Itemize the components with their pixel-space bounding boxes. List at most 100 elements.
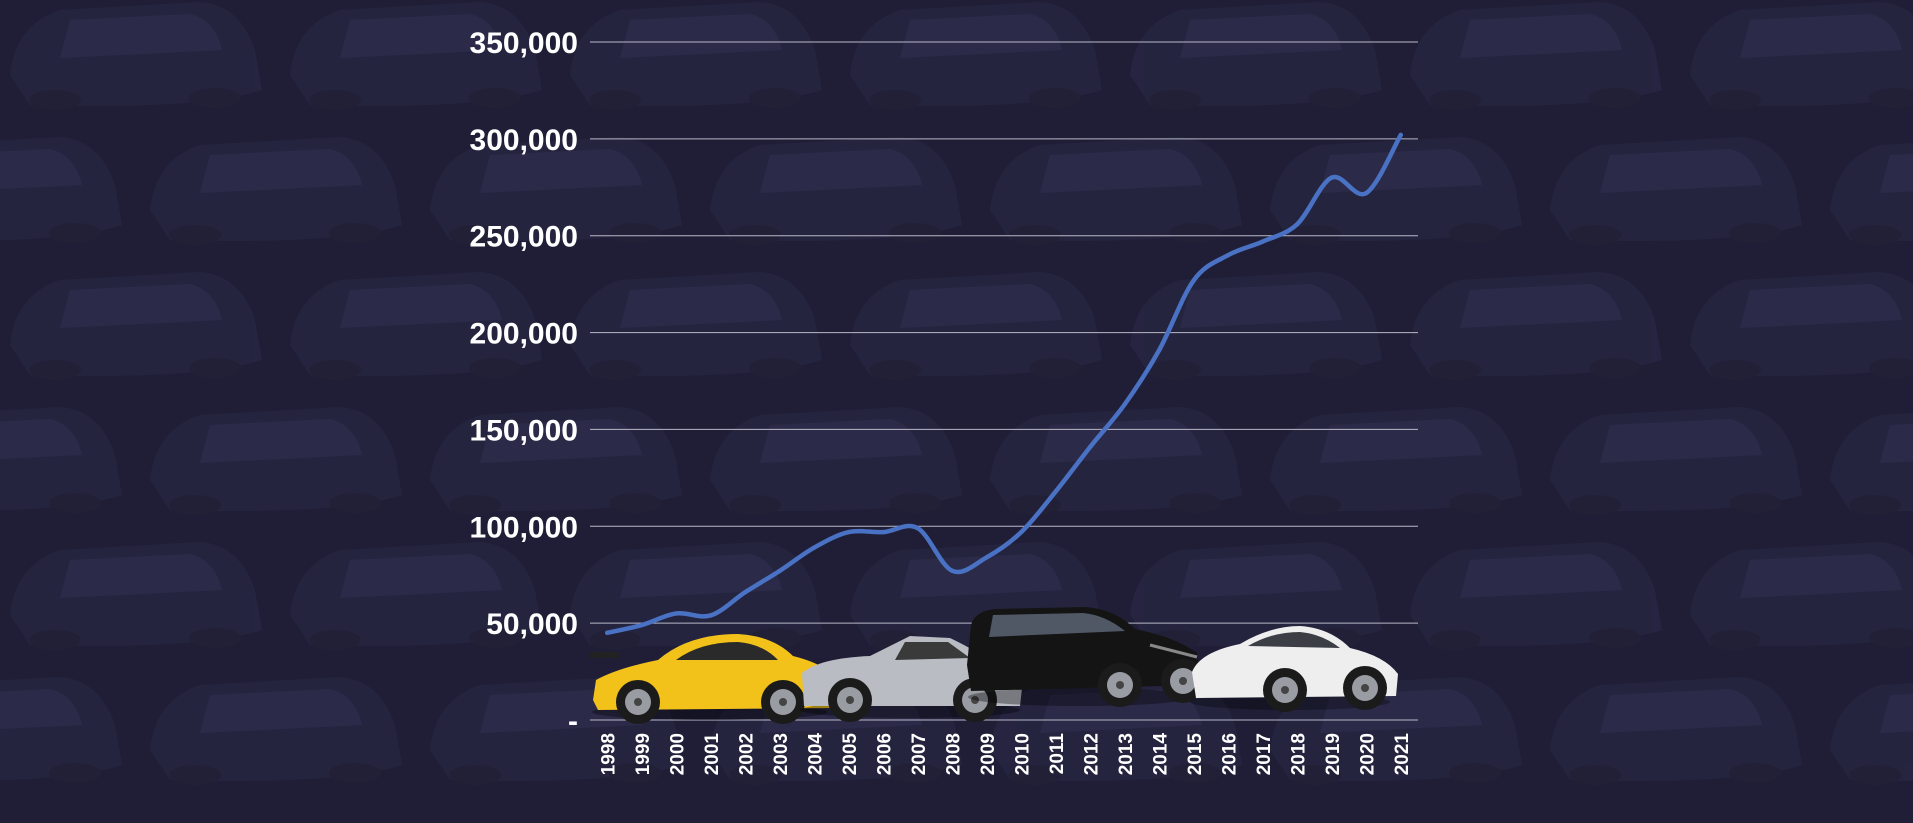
x-tick-label: 2002: [736, 733, 757, 775]
y-tick-label: 200,000: [470, 318, 578, 351]
data-point: [1260, 239, 1265, 244]
background-car-icon: [430, 137, 682, 245]
background-car-icon: [850, 272, 1102, 380]
data-point: [1019, 529, 1024, 535]
background-car-icon: [430, 407, 682, 515]
silver-roadster-car: [800, 636, 1022, 722]
yellow-coupe-car: [590, 634, 838, 724]
data-point: [1053, 489, 1058, 494]
x-tick-label: 2017: [1254, 733, 1275, 775]
x-tick-label: 1998: [598, 733, 619, 775]
background-car-icon: [290, 2, 542, 110]
x-tick-label: 2015: [1185, 733, 1206, 776]
data-point: [1329, 175, 1334, 180]
data-point: [915, 526, 920, 531]
data-point: [743, 589, 748, 595]
x-tick-label: 2014: [1150, 733, 1171, 776]
data-point: [950, 568, 955, 574]
background-car-icon: [1690, 272, 1913, 380]
background-car-icon: [710, 407, 962, 515]
background-car-icon: [150, 137, 402, 245]
series-line: [605, 132, 1403, 636]
data-point: [1226, 252, 1231, 258]
x-tick-label: 2011: [1047, 733, 1068, 775]
x-tick-label: 2004: [805, 733, 826, 776]
background-car-icon: [710, 137, 962, 245]
x-tick-label: 2020: [1357, 733, 1378, 775]
background-car-icon: [1410, 2, 1662, 110]
background-car-icon: [10, 272, 262, 380]
x-tick-label: 2005: [840, 733, 861, 776]
background-car-icon: [570, 542, 822, 650]
x-tick-label: 2009: [978, 733, 999, 775]
background-car-icon: [570, 2, 822, 110]
x-tick-label: 2019: [1323, 733, 1344, 775]
y-tick-label: 150,000: [470, 414, 578, 447]
background-car-icon: [10, 542, 262, 650]
data-point: [984, 555, 989, 560]
gridlines: [590, 41, 1418, 721]
x-tick-label: 2010: [1012, 733, 1033, 775]
y-tick-label: -: [568, 705, 578, 738]
data-point: [1398, 132, 1403, 138]
series-lines: [605, 132, 1403, 636]
white-sedan-car: [1190, 626, 1398, 712]
x-tick-label: 2003: [771, 733, 792, 775]
background-car-icon: [1830, 143, 1913, 245]
background-car-icon: [1550, 407, 1802, 515]
data-point: [812, 545, 817, 550]
background-car-icon: [0, 677, 122, 783]
data-point: [881, 529, 886, 535]
x-tick-label: 2006: [874, 733, 895, 775]
x-tick-label: 2018: [1288, 733, 1309, 775]
background-car-icon: [150, 407, 402, 515]
y-tick-label: 250,000: [470, 221, 578, 254]
data-point: [1364, 190, 1369, 196]
background-car-icon: [290, 272, 542, 380]
data-point: [1157, 347, 1162, 353]
x-tick-label: 2016: [1219, 733, 1240, 775]
background-car-icon: [990, 407, 1242, 515]
data-point: [1088, 444, 1093, 450]
background-car-icon: [290, 542, 542, 650]
x-tick-label: 2012: [1081, 733, 1102, 775]
x-tick-label: 2013: [1116, 733, 1137, 775]
data-point: [708, 613, 713, 618]
background-car-icon: [0, 407, 122, 513]
data-point: [639, 622, 644, 628]
black-suv-car: [967, 607, 1205, 707]
background-car-icon: [850, 2, 1102, 110]
background-car-icon: [10, 2, 262, 110]
y-tick-label: 50,000: [486, 608, 578, 641]
y-tick-label: 350,000: [470, 27, 578, 60]
background-car-icon: [1130, 272, 1382, 380]
background-car-icon: [1270, 137, 1522, 245]
background-car-icon: [1550, 677, 1802, 785]
background-car-icon: [990, 137, 1242, 245]
x-tick-label: 2000: [667, 733, 688, 775]
background-car-icon: [1690, 2, 1913, 110]
background-car-icon: [1270, 407, 1522, 515]
background-car-icon: [150, 677, 402, 785]
background-car-icon: [1410, 542, 1662, 650]
background-car-icon: [1830, 413, 1913, 515]
x-tick-label: 1999: [633, 733, 654, 775]
x-tick-label: 2008: [943, 733, 964, 775]
data-point: [605, 630, 610, 636]
data-point: [1122, 402, 1127, 407]
background-car-icon: [1270, 677, 1522, 785]
data-point: [777, 568, 782, 574]
background-car-icon: [1130, 2, 1382, 110]
x-tick-label: 2021: [1392, 733, 1413, 776]
background-car-icon: [990, 677, 1242, 785]
car-images: [590, 607, 1398, 724]
x-tick-label: 2001: [702, 733, 723, 776]
background-car-icon: [1830, 683, 1913, 785]
data-point: [674, 611, 679, 616]
background-car-icon: [1550, 137, 1802, 245]
x-tick-label: 2007: [909, 733, 930, 775]
y-tick-label: 100,000: [470, 511, 578, 544]
